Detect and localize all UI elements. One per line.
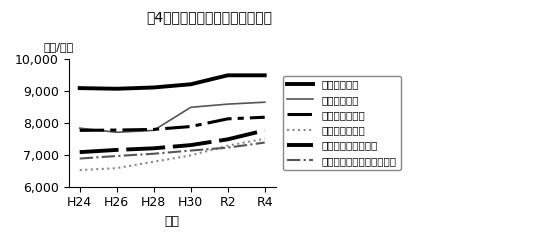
一般軽作業・男	[188, 125, 194, 128]
一般軽作業・男	[76, 129, 83, 132]
Line: 専門作業・男: 専門作業・男	[80, 75, 265, 89]
機械作業補助・女	[224, 146, 231, 149]
専門作業・女	[150, 129, 157, 132]
機械作業補助・女	[76, 157, 83, 160]
・機械作業補助・男	[224, 138, 231, 141]
機械作業補助・女	[113, 155, 120, 157]
専門作業・男	[224, 74, 231, 77]
一般軽作業・男	[224, 117, 231, 120]
専門作業・女	[261, 101, 268, 104]
Line: 専門作業・女: 専門作業・女	[80, 102, 265, 132]
・機械作業補助・男	[76, 151, 83, 154]
専門作業・女	[188, 106, 194, 109]
一般軽作業・男	[113, 129, 120, 131]
Line: 一般軽作業・女: 一般軽作業・女	[80, 139, 265, 170]
Text: 围4　農業臨時雇賃金の年次推移: 围4 農業臨時雇賃金の年次推移	[146, 10, 272, 24]
専門作業・男	[188, 83, 194, 86]
Text: （円/日）: （円/日）	[44, 42, 74, 52]
Line: 機械作業補助・女: 機械作業補助・女	[80, 143, 265, 158]
機械作業補助・女	[188, 149, 194, 152]
専門作業・男	[113, 87, 120, 90]
一般軽作業・女	[261, 137, 268, 140]
機械作業補助・女	[150, 152, 157, 155]
一般軽作業・女	[150, 160, 157, 163]
専門作業・女	[113, 131, 120, 134]
一般軽作業・男	[261, 116, 268, 119]
一般軽作業・女	[76, 169, 83, 172]
一般軽作業・女	[224, 144, 231, 147]
一般軽作業・女	[188, 154, 194, 157]
専門作業・女	[76, 127, 83, 130]
専門作業・男	[261, 74, 268, 77]
X-axis label: 年度: 年度	[164, 215, 180, 228]
専門作業・男	[76, 87, 83, 90]
一般軽作業・女	[113, 167, 120, 170]
専門作業・男	[150, 86, 157, 89]
・機械作業補助・男	[113, 148, 120, 151]
Line: 一般軽作業・男: 一般軽作業・男	[80, 117, 265, 130]
一般軽作業・男	[150, 128, 157, 131]
・機械作業補助・男	[188, 144, 194, 147]
・機械作業補助・男	[261, 129, 268, 132]
機械作業補助・女	[261, 141, 268, 144]
Legend: 専門作業・男, 専門作業・女, 一般軽作業・男, 一般軽作業・女, ・機械作業補助・男, －・－　機械作業補助・女: 専門作業・男, 専門作業・女, 一般軽作業・男, 一般軽作業・女, ・機械作業補…	[283, 76, 401, 170]
専門作業・女	[224, 103, 231, 105]
Line: ・機械作業補助・男: ・機械作業補助・男	[80, 130, 265, 152]
・機械作業補助・男	[150, 147, 157, 150]
